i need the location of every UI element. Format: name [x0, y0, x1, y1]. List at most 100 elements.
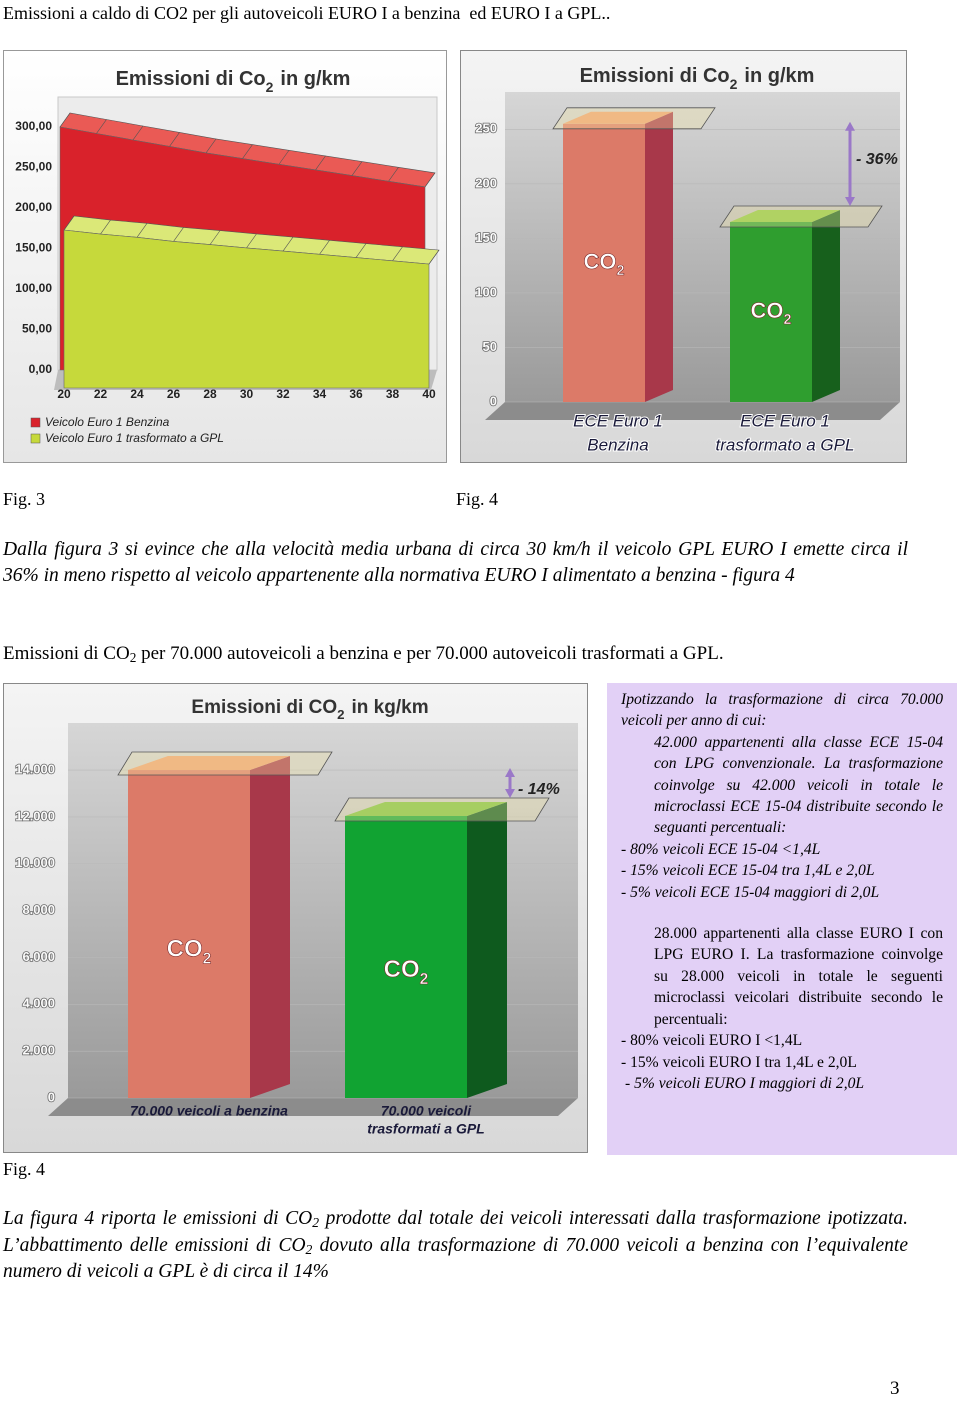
- ridge-line: [278, 150, 290, 165]
- area: [63, 229, 430, 389]
- y-tick-label: 12.000: [15, 808, 55, 823]
- x-tick-label: 36: [349, 387, 363, 401]
- chart-title: Emissioni di CO2 in kg/km: [191, 697, 428, 722]
- chart-fig3: Emissioni di Co2 in g/km 0,00 50,00 100,00 15…: [3, 50, 447, 463]
- subscript: 2: [129, 650, 137, 665]
- bar-label: CO2: [584, 249, 625, 279]
- x-tick-label: 70.000 veicoli: [381, 1103, 472, 1119]
- title-part: Emissioni di Co: [116, 68, 266, 90]
- sidebar-item: - 5% veicoli EURO I maggiori di 2,0L: [625, 1074, 865, 1092]
- sidebar-item: - 80% veicoli EURO I <1,4L: [621, 1032, 803, 1050]
- bar-side: [812, 210, 840, 402]
- y-tick-label: 4.000: [22, 996, 55, 1011]
- sidebar-item: - 80% veicoli ECE 15-04 <1,4L: [621, 840, 821, 858]
- x-tick-label: 34: [313, 387, 327, 401]
- ridge-line: [100, 219, 111, 235]
- x-tick-label: 26: [167, 387, 181, 401]
- sidebar: Ipotizzando la trasformazione di circa 7…: [607, 683, 957, 1155]
- subscript: 2: [266, 79, 274, 95]
- legend-swatch: [30, 417, 41, 428]
- legend-label: Veicolo Euro 1 trasformato a GPL: [45, 431, 224, 445]
- title-part: in g/km: [744, 65, 814, 87]
- page-header: Emissioni a caldo di CO2 per gli autovei…: [3, 3, 611, 23]
- x-tick-label: trasformato a GPL: [716, 435, 855, 454]
- caption: Fig. 4: [3, 1159, 46, 1179]
- y-tick-label: 100: [475, 284, 497, 299]
- emissions-line: Emissioni di CO2 per 70.000 autoveicoli …: [3, 641, 908, 667]
- annotation: - 14%: [518, 781, 560, 798]
- subscript: 2: [337, 707, 344, 722]
- y-tick-label: 50: [483, 339, 497, 354]
- x-tick-label: 32: [276, 387, 290, 401]
- y-tick-label: 150,00: [15, 241, 52, 255]
- floor: [485, 402, 900, 420]
- sidebar-item: - 15% veicoli EURO I tra 1,4L e 2,0L: [621, 1053, 857, 1071]
- ridge-line: [209, 230, 221, 245]
- subscript: 2: [305, 1241, 313, 1257]
- bar-label: CO2: [384, 956, 429, 987]
- ridge-line: [424, 172, 436, 188]
- top-plate: [334, 797, 550, 822]
- bar-side: [645, 111, 673, 403]
- x-tick-label: 70.000 veicoli a benzina: [130, 1103, 288, 1119]
- annotation: - 36%: [856, 151, 898, 168]
- x-tick-label: 22: [94, 387, 108, 401]
- bar: [730, 222, 812, 402]
- arrow-head: [505, 789, 515, 798]
- ridge-line: [242, 144, 253, 159]
- chart-fig4-right: Emissioni di Co2 in g/km050100150200250CO…: [460, 50, 907, 463]
- title-part: in g/km: [280, 68, 350, 90]
- x-tick-label: 24: [130, 387, 144, 401]
- top-plate: [552, 107, 716, 130]
- bar-label: CO2: [167, 936, 212, 967]
- y-tick-label: 250,00: [15, 160, 52, 174]
- y-tick-label: 0: [490, 393, 497, 408]
- arrow-head: [845, 197, 855, 206]
- text: per 70.000 autoveicoli a benzina e per 7…: [136, 643, 724, 664]
- top-plate: [719, 205, 883, 228]
- subscript: 2: [784, 312, 792, 328]
- text: Emissioni di CO: [3, 643, 130, 664]
- ridge-line: [355, 243, 367, 258]
- x-tick-label: 28: [203, 387, 217, 401]
- subscript: 2: [312, 1215, 320, 1230]
- top-plate: [117, 751, 333, 776]
- legend-label: Veicolo Euro 1 Benzina: [45, 415, 170, 429]
- ridge-line: [173, 227, 184, 242]
- x-tick-label: 40: [422, 387, 436, 401]
- y-tick-label: 10.000: [15, 855, 55, 870]
- title-part: Emissioni di Co: [580, 65, 730, 87]
- y-tick-label: 200,00: [15, 200, 52, 214]
- ridge-line: [59, 112, 71, 128]
- y-tick-label: 100,00: [15, 281, 52, 295]
- subscript: 2: [617, 263, 625, 279]
- paragraph: La figura 4 riporta le emissioni di CO2 …: [3, 1206, 908, 1286]
- ridge-line: [169, 132, 180, 147]
- chart-fig4-bottom: Emissioni di CO2 in kg/km02.0004.0006.000…: [3, 683, 588, 1153]
- arrow-head: [845, 121, 855, 131]
- arrow-head: [505, 768, 515, 777]
- x-tick-label: ECE Euro 1: [573, 411, 663, 430]
- x-tick-label: ECE Euro 1: [740, 411, 830, 430]
- text: La figura 4 riporta le emissioni di CO: [3, 1208, 313, 1229]
- y-tick-label: 200: [475, 175, 497, 190]
- y-tick-label: 0: [48, 1089, 55, 1104]
- x-tick-label: Benzina: [587, 435, 648, 454]
- ridge-line: [315, 155, 326, 171]
- chart-title: Emissioni di Co2 in g/km: [580, 65, 815, 91]
- label-part: CO: [167, 936, 203, 963]
- y-tick-label: 14.000: [15, 761, 55, 776]
- bar-side: [250, 756, 290, 1098]
- ridge-line: [282, 236, 294, 252]
- ridge-line: [136, 223, 148, 238]
- bar-top: [345, 802, 507, 816]
- sidebar-item: - 15% veicoli ECE 15-04 tra 1,4L e 2,0L: [621, 862, 875, 880]
- bar-side: [467, 802, 507, 1098]
- y-tick-label: 50,00: [22, 322, 52, 336]
- ridge-line: [63, 215, 75, 231]
- caption: Fig. 4: [456, 489, 499, 509]
- y-tick-label: 8.000: [22, 902, 55, 917]
- sidebar-item: - 5% veicoli ECE 15-04 maggiori di 2,0L: [621, 883, 880, 901]
- bar-top: [730, 210, 840, 222]
- bar-top: [563, 111, 673, 124]
